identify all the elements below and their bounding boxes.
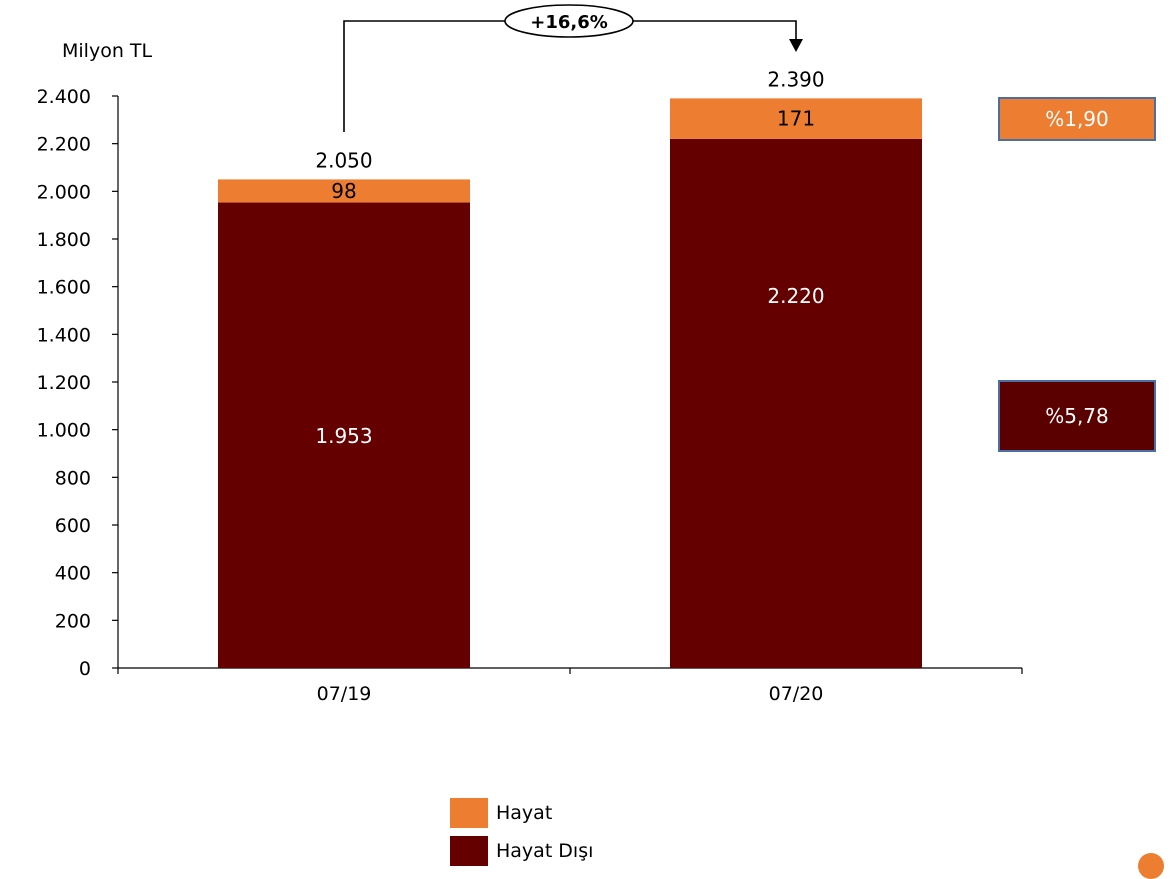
y-tick-label: 1.200 bbox=[37, 372, 91, 394]
legend-label-hayat-disi: Hayat Dışı bbox=[496, 840, 594, 862]
data-label-hayat-disi: 1.953 bbox=[315, 424, 372, 448]
growth-badge bbox=[504, 4, 634, 38]
arrow-down-icon bbox=[789, 39, 803, 52]
x-tick-label: 07/20 bbox=[769, 683, 824, 705]
hayat-disi-swatch bbox=[450, 836, 488, 866]
data-label-hayat: 98 bbox=[331, 179, 356, 203]
y-tick-label: 600 bbox=[55, 515, 91, 537]
legend-item-hayat: Hayat bbox=[450, 794, 593, 832]
y-tick-label: 1.600 bbox=[37, 277, 91, 299]
growth-annotation: +16,6% bbox=[343, 4, 803, 132]
legend-label-hayat: Hayat bbox=[496, 802, 553, 824]
bar-hayat bbox=[218, 179, 470, 203]
page-marker-icon bbox=[1138, 853, 1164, 879]
total-label: 2.390 bbox=[767, 67, 824, 91]
bars bbox=[218, 98, 922, 668]
y-tick-label: 2.000 bbox=[37, 181, 91, 203]
y-tick-label: 2.400 bbox=[37, 86, 91, 108]
data-label-hayat-disi: 2.220 bbox=[767, 284, 824, 308]
y-tick-label: 1.800 bbox=[37, 229, 91, 251]
hayat-share-box: %1,90 bbox=[998, 97, 1156, 141]
unit-label: Milyon TL bbox=[62, 40, 153, 62]
y-tick-label: 800 bbox=[55, 467, 91, 489]
y-tick-label: 2.200 bbox=[37, 134, 91, 156]
legend: Hayat Hayat Dışı bbox=[450, 794, 593, 870]
y-tick-label: 0 bbox=[79, 658, 91, 680]
hayat-share-value: %1,90 bbox=[1045, 107, 1109, 131]
bar-labels: 1.953 98 2.050 2.220 171 2.390 bbox=[315, 67, 824, 448]
hayat-disi-share-value: %5,78 bbox=[1045, 404, 1109, 428]
y-tick-label: 400 bbox=[55, 563, 91, 585]
x-tick-label: 07/19 bbox=[317, 683, 372, 705]
total-label: 2.050 bbox=[315, 148, 372, 172]
y-tick-label: 200 bbox=[55, 610, 91, 632]
bar-hayat-disi bbox=[670, 138, 922, 668]
hayat-disi-share-box: %5,78 bbox=[998, 380, 1156, 452]
growth-connector-left bbox=[343, 20, 505, 132]
y-tick-label: 1.400 bbox=[37, 324, 91, 346]
axes: 0 200 400 600 800 1.000 1.200 1.400 1.600 1.800 2.… bbox=[37, 86, 1023, 705]
legend-item-hayat-disi: Hayat Dışı bbox=[450, 832, 593, 870]
y-tick-label: 1.000 bbox=[37, 420, 91, 442]
bar-hayat bbox=[670, 98, 922, 139]
bar-hayat-disi bbox=[218, 202, 470, 668]
data-label-hayat: 171 bbox=[777, 107, 815, 131]
growth-connector-right bbox=[633, 20, 797, 40]
growth-label: +16,6% bbox=[530, 12, 608, 33]
hayat-swatch bbox=[450, 798, 488, 828]
